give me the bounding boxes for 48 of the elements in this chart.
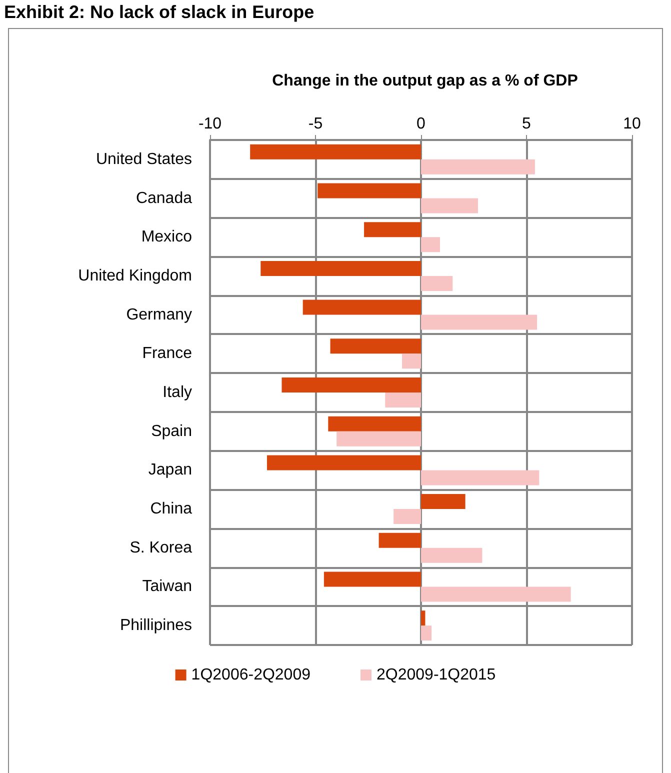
bar	[385, 392, 421, 408]
bar	[421, 198, 478, 214]
bar	[250, 144, 421, 160]
bar	[421, 276, 453, 291]
bar	[421, 494, 466, 510]
legend-label: 1Q2006-2Q2009	[191, 666, 311, 684]
y-tick-label: United Kingdom	[78, 267, 192, 284]
bar	[260, 260, 421, 276]
bar	[421, 626, 432, 641]
y-tick-label: Italy	[162, 384, 192, 401]
y-tick-label: Taiwan	[142, 578, 192, 596]
bar	[328, 416, 421, 432]
y-tick-label: Japan	[148, 462, 192, 479]
bar	[394, 509, 421, 524]
y-tick-label: Mexico	[141, 228, 192, 246]
y-tick-label: Phillipines	[120, 617, 192, 634]
bar	[421, 548, 482, 563]
bar	[324, 572, 421, 587]
y-tick-label: France	[142, 345, 192, 362]
bar	[421, 237, 440, 252]
bar	[330, 338, 421, 354]
bar	[402, 354, 421, 369]
y-tick-label: United States	[96, 150, 192, 168]
y-tick-label: China	[150, 500, 192, 518]
bar	[421, 586, 571, 602]
bar	[364, 222, 421, 238]
bar	[421, 470, 540, 486]
bar	[421, 314, 538, 330]
x-tick-label: 5	[522, 116, 532, 132]
bar	[421, 159, 535, 174]
y-tick-label: Germany	[126, 306, 192, 324]
y-tick-label: S. Korea	[130, 539, 192, 556]
chart-subtitle: Change in the output gap as a % of GDP	[272, 72, 578, 90]
bar	[282, 378, 421, 392]
x-tick-label: 10	[623, 116, 641, 132]
x-tick-label: 0	[416, 116, 426, 132]
chart-title: Exhibit 2: No lack of slack in Europe	[4, 2, 314, 23]
x-tick-label: -10	[198, 116, 222, 132]
bar	[302, 300, 421, 315]
bar	[378, 532, 421, 548]
bar	[318, 183, 421, 198]
bar	[421, 610, 426, 626]
bar	[266, 455, 421, 470]
x-tick-label: -5	[308, 116, 323, 132]
bar	[336, 431, 421, 446]
y-tick-label: Canada	[136, 190, 192, 207]
y-tick-label: Spain	[151, 422, 192, 440]
legend-label: 2Q2009-1Q2015	[376, 666, 496, 684]
